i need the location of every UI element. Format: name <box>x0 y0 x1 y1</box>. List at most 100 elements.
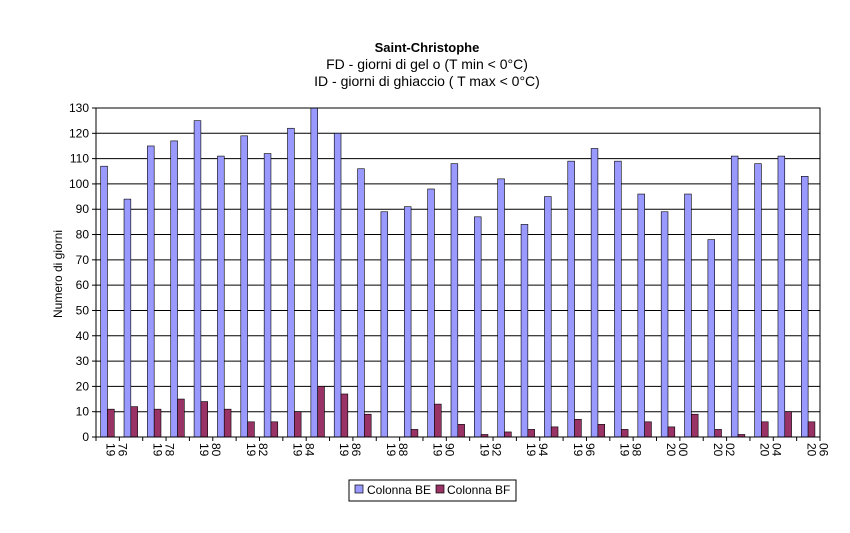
bar-colonna-bf <box>597 424 606 438</box>
bar-colonna-bf <box>527 429 535 438</box>
legend-label-colonna-be: Colonna BE <box>367 483 431 497</box>
bar-colonna-be <box>100 165 108 438</box>
bar-colonna-be <box>263 153 272 438</box>
x-tick-label-top: 19 <box>337 443 351 457</box>
plot-area-border <box>95 107 821 438</box>
x-tick-label-bottom: 92 <box>489 443 503 457</box>
bar-colonna-be <box>544 196 552 438</box>
legend-label-colonna-bf: Colonna BF <box>447 483 510 497</box>
chart-title-line-3: ID - giorni di ghiaccio ( T max < 0°C) <box>314 73 540 89</box>
y-tick-label: 60 <box>76 278 90 292</box>
x-tick-label-top: 20 <box>711 443 725 457</box>
x-tick-label-bottom: 00 <box>676 443 690 457</box>
x-tick-label-top: 20 <box>804 443 818 457</box>
chart-title-line-1: Saint-Christophe <box>375 40 480 55</box>
x-tick-label-bottom: 90 <box>443 443 457 457</box>
x-tick-label-top: 19 <box>431 443 445 457</box>
x-tick-label-top: 19 <box>244 443 258 457</box>
y-tick-label: 90 <box>76 202 90 216</box>
x-tick-label-top: 19 <box>477 443 491 457</box>
x-tick-label-bottom: 82 <box>256 443 270 457</box>
y-axis-ticks: 0 10 20 30 40 50 60 70 80 90 100 110 120 130 <box>69 101 96 444</box>
y-tick-label: 120 <box>69 126 89 140</box>
bar-colonna-be <box>170 140 178 438</box>
bar-colonna-be <box>637 193 645 438</box>
y-tick-label: 10 <box>76 405 90 419</box>
bar-colonna-bf <box>340 393 349 438</box>
bar-colonna-bf <box>807 421 816 438</box>
x-tick-label-bottom: 04 <box>770 443 784 457</box>
bar-colonna-bf <box>620 429 629 438</box>
x-tick-label-top: 19 <box>384 443 398 457</box>
bar-colonna-be <box>310 107 318 438</box>
y-tick-label: 30 <box>76 354 90 368</box>
x-tick-label-top: 19 <box>617 443 631 457</box>
bar-colonna-bf <box>177 398 185 438</box>
y-tick-label: 110 <box>70 152 89 166</box>
x-tick-label-bottom: 88 <box>396 443 410 457</box>
x-tick-label-bottom: 78 <box>162 443 176 457</box>
bar-colonna-be <box>707 239 715 438</box>
x-tick-label-bottom: 98 <box>629 443 643 457</box>
bar-colonna-be <box>450 163 459 438</box>
x-tick-label-top: 19 <box>291 443 305 457</box>
bar-colonna-be <box>427 188 435 438</box>
y-tick-label: 100 <box>69 177 89 191</box>
x-tick-label-top: 19 <box>571 443 585 457</box>
y-tick-label: 0 <box>82 430 89 444</box>
bar-colonna-bf <box>434 403 442 438</box>
x-tick-label-bottom: 76 <box>116 443 130 457</box>
bar-colonna-bf <box>457 424 465 438</box>
bar-colonna-bf <box>223 408 232 438</box>
x-tick-label-bottom: 96 <box>583 443 597 457</box>
y-tick-label: 130 <box>69 101 89 115</box>
bar-colonna-be <box>590 148 599 438</box>
y-tick-label: 20 <box>76 379 90 393</box>
bar-colonna-bf <box>317 386 325 438</box>
bar-colonna-be <box>217 155 225 438</box>
legend-box <box>348 479 517 502</box>
x-tick-label-bottom: 94 <box>536 443 550 457</box>
bar-colonna-bf <box>504 431 512 438</box>
x-tick-label-top: 19 <box>150 443 164 457</box>
x-tick-label-top: 20 <box>758 443 772 457</box>
legend-swatch-colonna-be <box>354 484 364 494</box>
bar-colonna-be <box>730 155 739 438</box>
bar-colonna-be <box>474 216 482 438</box>
y-tick-label: 50 <box>76 303 90 317</box>
legend-swatch-colonna-bf <box>435 484 445 494</box>
x-tick-label-bottom: 06 <box>816 443 830 457</box>
y-tick-label: 40 <box>76 329 90 343</box>
bar-colonna-bf <box>784 411 792 438</box>
bar-colonna-bf <box>200 401 208 438</box>
y-tick-label: 80 <box>76 228 90 242</box>
y-axis-label: Numero di giorni <box>51 230 65 318</box>
bar-colonna-be <box>123 198 132 438</box>
x-tick-label-bottom: 80 <box>209 443 223 457</box>
bar-colonna-be <box>380 211 389 438</box>
bars <box>100 107 816 438</box>
bar-colonna-bf <box>667 426 676 438</box>
bar-colonna-be <box>287 127 295 438</box>
bar-colonna-be <box>497 178 505 438</box>
bar-colonna-bf <box>153 408 162 438</box>
bar-colonna-be <box>240 135 248 438</box>
bar-colonna-be <box>801 176 809 438</box>
bar-colonna-be <box>333 133 342 438</box>
bar-colonna-be <box>520 224 529 438</box>
chart-title-line-2: FD - giorni di gel o (T min < 0°C) <box>326 56 528 72</box>
bar-colonna-be <box>614 160 622 438</box>
bar-colonna-bf <box>130 406 138 438</box>
bar-colonna-bf <box>410 429 419 438</box>
bar-colonna-bf <box>364 413 372 438</box>
bar-colonna-be <box>684 193 692 438</box>
bar-colonna-be <box>193 120 202 438</box>
x-tick-label-top: 19 <box>524 443 538 457</box>
chart-title: Saint-Christophe FD - giorni di gel o (T… <box>314 40 540 89</box>
bar-colonna-bf <box>294 411 302 438</box>
bar-colonna-be <box>567 160 575 438</box>
y-tick-label: 70 <box>76 253 90 267</box>
x-tick-label-top: 19 <box>104 443 118 457</box>
